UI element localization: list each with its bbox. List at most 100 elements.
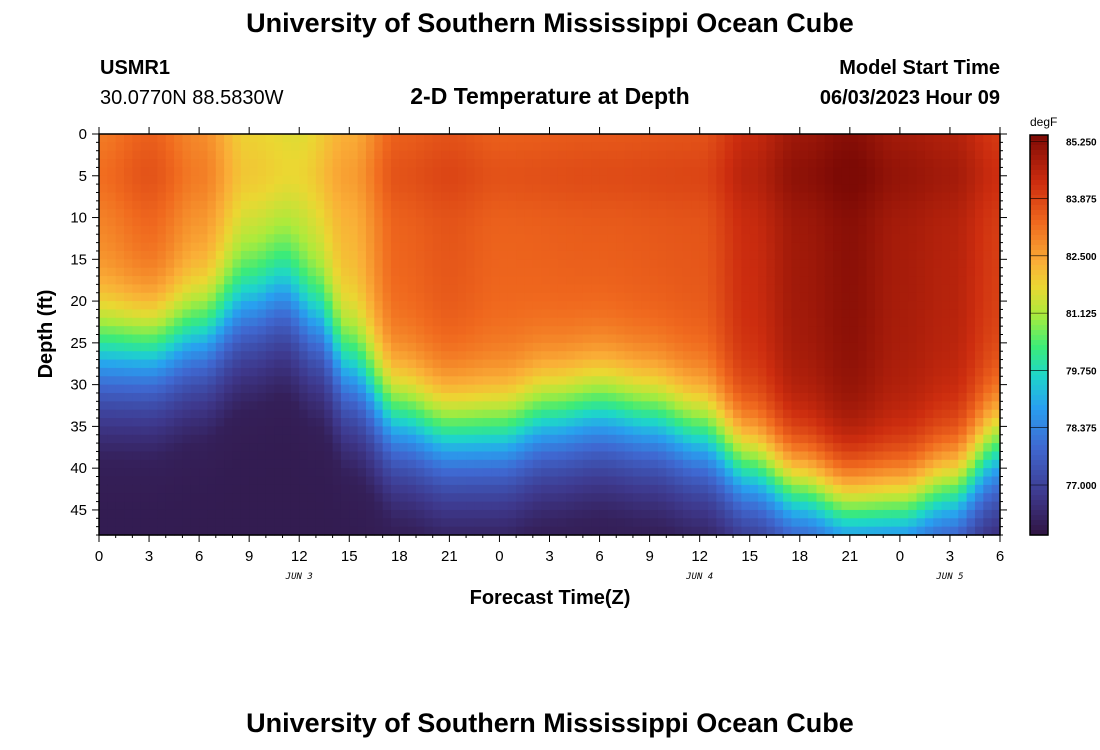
heatmap-cell [441, 167, 450, 177]
heatmap-cell [849, 259, 859, 269]
heatmap-cell [115, 443, 125, 453]
heatmap-cell [282, 317, 292, 327]
heatmap-cell [541, 175, 551, 185]
heatmap-cell [349, 284, 359, 294]
heatmap-cell [557, 342, 567, 352]
heatmap-cell [115, 284, 125, 294]
heatmap-cell [516, 434, 526, 444]
heatmap-cell [265, 418, 275, 427]
heatmap-cell [474, 476, 484, 486]
heatmap-cell [340, 451, 350, 461]
heatmap-cell [407, 526, 417, 536]
heatmap-cell [749, 351, 759, 361]
heatmap-cell [941, 509, 951, 519]
heatmap-cell [132, 493, 142, 503]
heatmap-cell [107, 434, 117, 444]
heatmap-cell [307, 434, 317, 444]
heatmap-cell [741, 359, 751, 369]
heatmap-cell [382, 434, 392, 444]
heatmap-cell [424, 267, 434, 277]
heatmap-cell [908, 200, 918, 210]
heatmap-cell [390, 376, 400, 386]
heatmap-cell [941, 468, 951, 478]
heatmap-cell [741, 434, 751, 444]
heatmap-cell [791, 242, 801, 252]
heatmap-cell [833, 175, 843, 185]
heatmap-cell [649, 459, 659, 469]
heatmap-cell [766, 434, 776, 444]
heatmap-cell [649, 175, 659, 185]
heatmap-cell [349, 142, 359, 152]
heatmap-cell [883, 426, 893, 436]
heatmap-cell [332, 267, 342, 277]
heatmap-cell [416, 351, 425, 361]
heatmap-cell [841, 301, 851, 311]
heatmap-cell [933, 493, 943, 503]
heatmap-cell [324, 384, 334, 394]
heatmap-cell [833, 292, 843, 302]
heatmap-cell [324, 351, 334, 361]
heatmap-cell [349, 392, 359, 402]
heatmap-cell [616, 409, 626, 419]
heatmap-cell [808, 192, 818, 202]
heatmap-cell [657, 200, 667, 210]
heatmap-cell [758, 134, 767, 143]
heatmap-cell [224, 234, 234, 244]
heatmap-cell [891, 359, 901, 369]
heatmap-cell [274, 192, 284, 202]
heatmap-cell [699, 267, 709, 277]
heatmap-cell [741, 250, 751, 260]
heatmap-cell [682, 392, 692, 402]
heatmap-cell [682, 259, 692, 269]
heatmap-cell [924, 159, 934, 169]
heatmap-cell [566, 184, 576, 194]
heatmap-cell [724, 200, 734, 210]
heatmap-cell [524, 142, 534, 152]
heatmap-cell [941, 175, 951, 185]
heatmap-cell [432, 309, 442, 319]
heatmap-cell [115, 518, 125, 528]
heatmap-cell [124, 150, 133, 160]
heatmap-cell [624, 326, 634, 336]
heatmap-cell [99, 351, 108, 361]
heatmap-cell [190, 459, 200, 469]
heatmap-cell [390, 142, 400, 152]
heatmap-cell [499, 259, 509, 269]
heatmap-cell [574, 342, 584, 352]
heatmap-cell [299, 426, 309, 436]
heatmap-cell [632, 250, 642, 260]
heatmap-cell [182, 217, 192, 227]
heatmap-cell [332, 209, 342, 219]
heatmap-cell [833, 167, 843, 177]
heatmap-cell [257, 434, 267, 444]
heatmap-cell [649, 426, 659, 436]
heatmap-cell [516, 459, 526, 469]
heatmap-cell [215, 142, 225, 152]
heatmap-cell [149, 351, 158, 361]
heatmap-cell [232, 292, 242, 302]
heatmap-cell [407, 501, 417, 511]
heatmap-cell [883, 376, 893, 386]
heatmap-cell [607, 276, 617, 285]
heatmap-cell [374, 200, 384, 210]
heatmap-cell [816, 476, 826, 486]
heatmap-cell [649, 259, 659, 269]
heatmap-cell [424, 175, 434, 185]
heatmap-cell [207, 250, 217, 260]
heatmap-cell [474, 159, 484, 169]
heatmap-cell [766, 426, 776, 436]
heatmap-cell [257, 142, 267, 152]
heatmap-cell [799, 225, 809, 235]
heatmap-cell [891, 526, 901, 536]
heatmap-cell [949, 326, 959, 336]
heatmap-cell [666, 468, 676, 478]
heatmap-cell [716, 242, 726, 252]
heatmap-cell [808, 134, 818, 143]
heatmap-cell [682, 309, 692, 319]
heatmap-cell [474, 501, 484, 511]
heatmap-cell [624, 334, 634, 344]
heatmap-cell [149, 384, 158, 394]
heatmap-cell [340, 159, 350, 169]
heatmap-cell [624, 392, 634, 402]
heatmap-cell [649, 326, 659, 336]
